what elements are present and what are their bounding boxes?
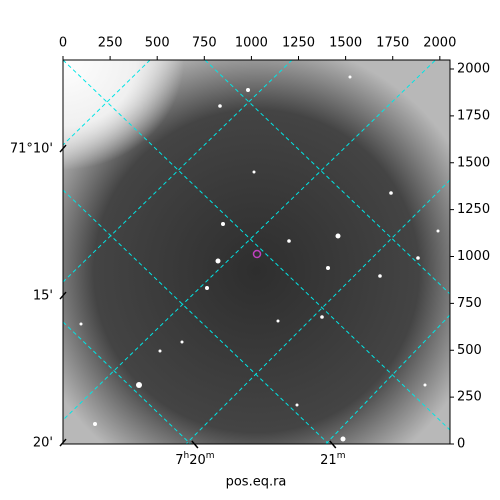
x-tick-label: 1000 (235, 36, 268, 51)
y-tick-label: 1000 (457, 249, 490, 264)
dec-tick-label: 20' (33, 436, 53, 451)
x-tick-label: 2000 (423, 36, 456, 51)
x-tick-label: 250 (98, 36, 123, 51)
y-tick-label: 750 (457, 296, 482, 311)
y-tick-label: 1750 (457, 108, 490, 123)
x-axis-label: pos.eq.ra (226, 475, 287, 490)
dec-tick (59, 438, 67, 447)
dec-tick (59, 291, 67, 300)
x-tick-label: 1500 (329, 36, 362, 51)
y-tick-label: 250 (457, 390, 482, 405)
stars (79, 75, 440, 442)
x-tick-label: 1250 (282, 36, 315, 51)
x-tick-label: 1750 (376, 36, 409, 51)
x-tick-label: 500 (145, 36, 170, 51)
x-tick-label: 750 (192, 36, 217, 51)
y-tick-label: 500 (457, 343, 482, 358)
x-tick-label: 0 (59, 36, 67, 51)
plot-frame (62, 59, 451, 445)
sky-image (63, 60, 450, 444)
ra-tick-label: 21m (320, 451, 345, 468)
target-marker (252, 249, 262, 259)
y-tick-label: 0 (457, 437, 465, 452)
y-tick-label: 1500 (457, 155, 490, 170)
ra-tick-label: 7h20m (175, 451, 214, 468)
ra-tick (191, 440, 199, 449)
dec-tick (59, 144, 67, 153)
y-tick-label: 2000 (457, 62, 490, 77)
ra-tick (329, 440, 337, 449)
wcs-grid (63, 60, 450, 444)
dec-tick-label: 15' (33, 289, 53, 304)
dec-tick-label: 71°10' (10, 142, 53, 157)
y-tick-label: 1250 (457, 202, 490, 217)
